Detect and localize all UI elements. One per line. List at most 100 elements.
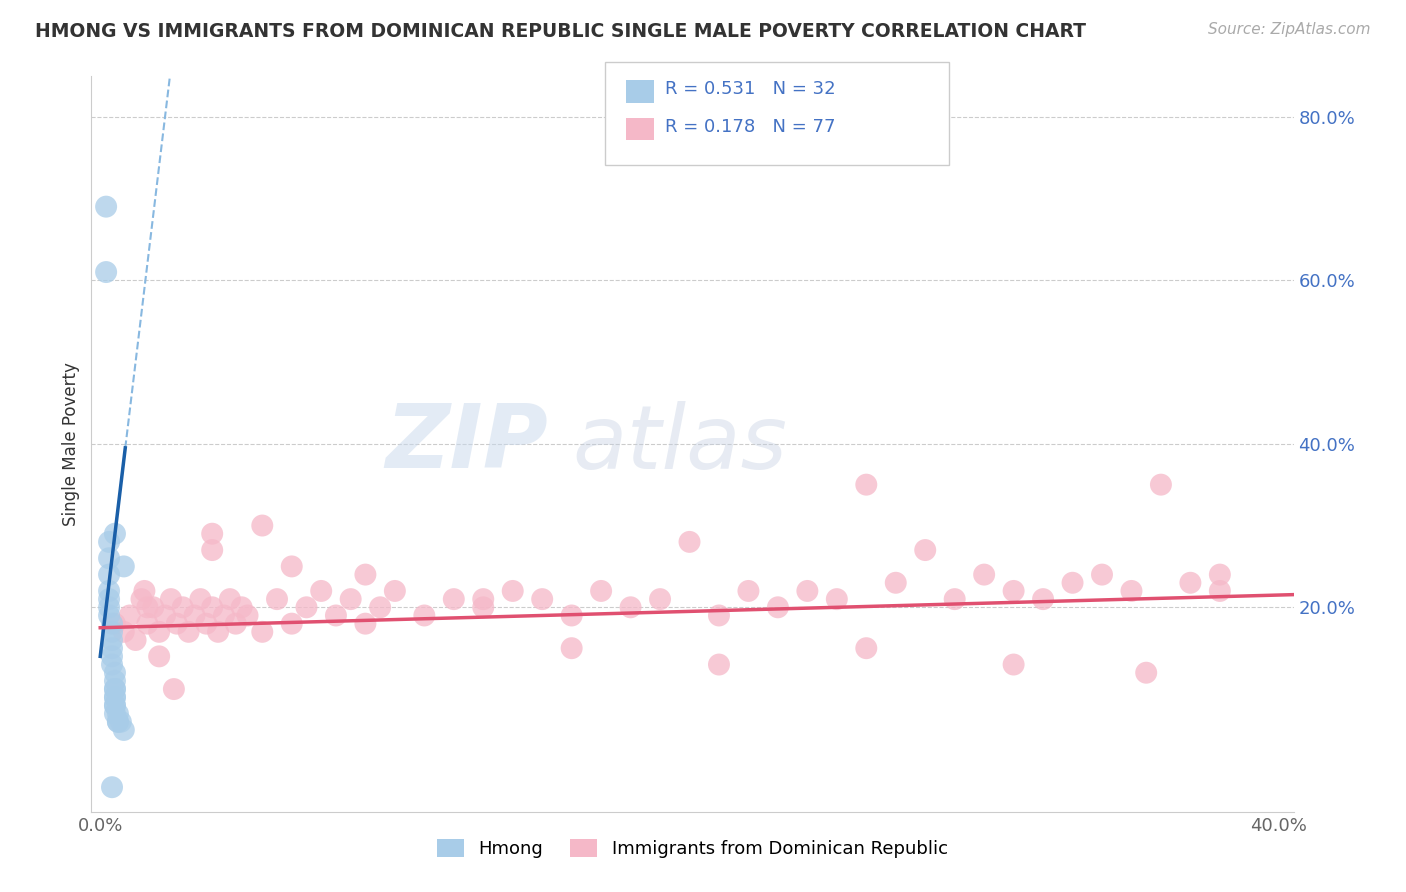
Point (561, 608, 583, 623)
Point (1002, 583, 1025, 598)
Point (472, 600, 495, 615)
Point (148, 649, 170, 664)
Point (973, 567, 995, 582)
Point (98, 567, 121, 582)
Text: HMONG VS IMMIGRANTS FROM DOMINICAN REPUBLIC SINGLE MALE POVERTY CORRELATION CHAR: HMONG VS IMMIGRANTS FROM DOMINICAN REPUB… (35, 22, 1087, 41)
Point (104, 681, 127, 696)
Point (112, 624, 135, 639)
Point (190, 592, 212, 607)
Point (1209, 583, 1232, 598)
Point (225, 616, 247, 631)
Y-axis label: Single Male Poverty: Single Male Poverty (62, 362, 80, 525)
Point (236, 608, 259, 623)
Point (104, 673, 127, 688)
Point (280, 559, 302, 574)
Point (1121, 583, 1143, 598)
Point (1150, 477, 1173, 491)
Point (1062, 575, 1084, 590)
Text: Source: ZipAtlas.com: Source: ZipAtlas.com (1208, 22, 1371, 37)
Point (252, 624, 274, 639)
Point (707, 608, 730, 623)
Point (914, 543, 936, 558)
Point (855, 641, 877, 656)
Point (207, 624, 229, 639)
Point (104, 690, 127, 705)
Point (1091, 567, 1114, 582)
Point (160, 592, 183, 607)
Point (101, 616, 124, 631)
Point (472, 592, 495, 607)
Point (104, 690, 127, 705)
Text: R = 0.178   N = 77: R = 0.178 N = 77 (665, 118, 835, 136)
Point (796, 583, 818, 598)
Point (101, 624, 124, 639)
Point (98, 592, 121, 607)
Point (195, 616, 218, 631)
Point (1002, 657, 1025, 672)
Point (98, 551, 121, 566)
Point (101, 657, 124, 672)
Point (183, 608, 205, 623)
Text: R = 0.531   N = 32: R = 0.531 N = 32 (665, 80, 835, 98)
Point (101, 633, 124, 648)
Point (648, 592, 671, 607)
Point (561, 641, 583, 656)
Legend: Hmong, Immigrants from Dominican Republic: Hmong, Immigrants from Dominican Republi… (430, 831, 955, 865)
Point (707, 657, 730, 672)
Point (280, 616, 302, 631)
Point (142, 600, 165, 615)
Point (148, 624, 170, 639)
Point (855, 477, 877, 491)
Point (163, 681, 186, 696)
Point (339, 592, 361, 607)
Point (124, 633, 146, 648)
Point (884, 575, 907, 590)
Point (354, 567, 377, 582)
Point (201, 600, 224, 615)
Point (201, 543, 224, 558)
Text: ZIP: ZIP (385, 401, 548, 487)
Point (943, 592, 966, 607)
Point (98, 608, 121, 623)
Point (153, 608, 176, 623)
Point (591, 583, 613, 598)
Point (218, 592, 240, 607)
Point (134, 583, 156, 598)
Point (531, 592, 554, 607)
Point (309, 583, 332, 598)
Point (107, 706, 129, 721)
Point (104, 706, 127, 721)
Point (101, 649, 124, 664)
Point (104, 526, 127, 541)
Point (619, 600, 641, 615)
Point (94, 200, 117, 214)
Point (104, 698, 127, 713)
Point (325, 608, 347, 623)
Point (104, 681, 127, 696)
Point (1032, 592, 1054, 607)
Point (110, 714, 132, 729)
Point (107, 714, 129, 729)
Point (1135, 665, 1157, 680)
Point (678, 534, 700, 549)
Point (354, 616, 377, 631)
Point (368, 600, 391, 615)
Point (201, 526, 224, 541)
Point (266, 592, 288, 607)
Point (443, 592, 465, 607)
Point (136, 616, 159, 631)
Point (112, 723, 135, 737)
Point (107, 714, 129, 729)
Point (98, 600, 121, 615)
Point (212, 608, 235, 623)
Point (177, 624, 200, 639)
Point (231, 600, 253, 615)
Point (101, 641, 124, 656)
Point (104, 616, 127, 631)
Point (252, 518, 274, 533)
Point (98, 583, 121, 598)
Point (166, 616, 188, 631)
Point (1180, 575, 1202, 590)
Point (737, 583, 759, 598)
Point (172, 600, 194, 615)
